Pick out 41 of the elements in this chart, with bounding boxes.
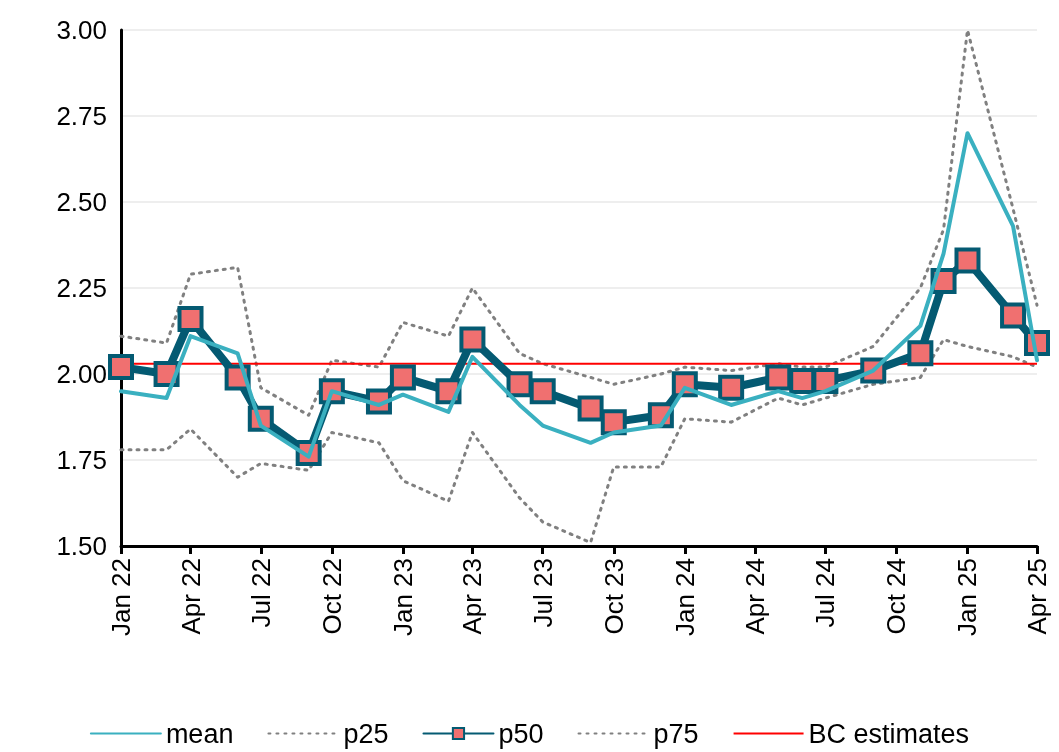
legend-label: p75: [653, 718, 699, 749]
line-series: [119, 131, 1039, 459]
point: [600, 409, 627, 436]
x-tick-label: Jan 22: [106, 558, 136, 637]
y-tick-label: 2.75: [56, 101, 107, 131]
point: [907, 340, 934, 367]
line-series: [119, 28, 1039, 417]
x-tick-label: Apr 22: [175, 558, 206, 635]
legend-label: BC estimates: [808, 718, 970, 749]
x-tick-label: Apr 24: [740, 558, 771, 635]
point: [718, 374, 745, 401]
x-tick-label: Jul 23: [527, 558, 558, 628]
x-tick-label: Jan 23: [387, 558, 418, 637]
point: [1000, 302, 1027, 329]
legend-label: p25: [343, 718, 389, 749]
x-tick-label: Jan 25: [952, 558, 983, 637]
x-tick-label: Oct 23: [598, 558, 629, 635]
y-tick-label: 3.00: [56, 15, 107, 45]
y-tick-label: 2.00: [56, 359, 107, 389]
y-tick-label: 2.50: [56, 187, 107, 217]
point: [459, 326, 486, 353]
x-tick-label: Jul 22: [245, 558, 276, 628]
x-tick-label: Oct 24: [881, 558, 912, 635]
y-tick-label: 1.75: [56, 445, 107, 475]
x-tick-label: Jan 24: [669, 558, 700, 637]
legend-label: mean: [165, 718, 234, 749]
point: [577, 395, 604, 422]
x-tick-label: Apr 23: [457, 558, 488, 635]
y-tick-label: 2.25: [56, 273, 107, 303]
legend-label: p50: [498, 718, 544, 749]
y-tick-label: 1.50: [56, 531, 107, 561]
point: [389, 364, 416, 391]
point: [506, 371, 533, 398]
x-tick-label: Jul 24: [810, 558, 841, 628]
x-tick-label: Oct 22: [316, 558, 347, 635]
point: [108, 354, 134, 381]
point: [765, 364, 792, 391]
point: [954, 247, 981, 274]
point: [177, 305, 204, 332]
x-tick-label: Apr 25: [1022, 558, 1052, 635]
point: [529, 378, 556, 405]
